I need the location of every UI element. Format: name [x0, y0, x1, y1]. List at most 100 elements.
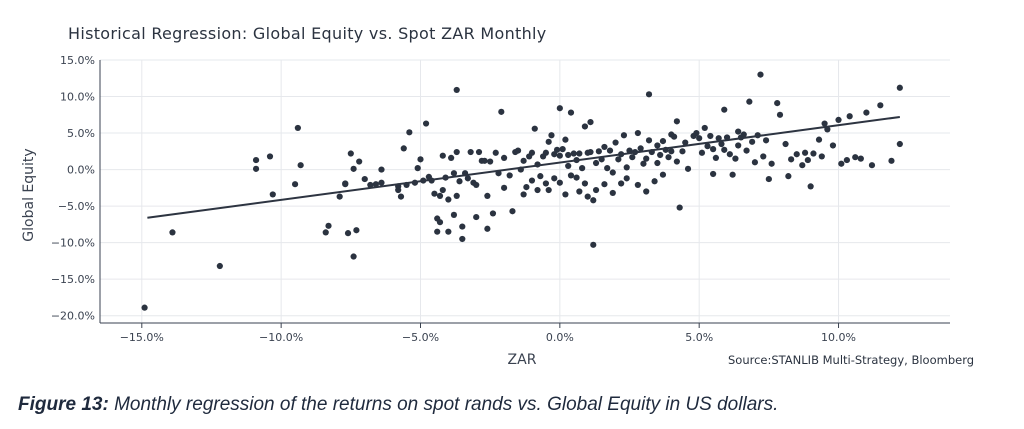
data-point — [576, 188, 583, 195]
data-point — [291, 181, 299, 188]
y-tick-label: 10.0% — [60, 91, 95, 104]
data-point — [336, 193, 343, 200]
data-point — [551, 175, 558, 182]
data-point — [528, 177, 536, 184]
data-point — [852, 154, 859, 161]
data-point — [514, 147, 522, 154]
data-point — [269, 191, 276, 198]
data-point — [712, 154, 720, 161]
data-point — [445, 228, 452, 235]
data-point — [297, 162, 304, 169]
data-point — [350, 165, 357, 172]
data-point — [520, 191, 527, 198]
data-point — [556, 179, 563, 186]
data-point — [735, 142, 742, 149]
data-point — [665, 154, 672, 161]
x-tick-label: 5.0% — [685, 331, 713, 344]
data-point — [673, 158, 680, 165]
data-point — [453, 192, 460, 199]
data-point — [422, 120, 430, 127]
data-point — [484, 225, 491, 232]
data-point — [888, 157, 895, 164]
data-point — [765, 175, 772, 183]
data-point — [868, 162, 876, 169]
data-point — [623, 164, 630, 171]
data-point — [400, 145, 407, 152]
chart-title: Historical Regression: Global Equity vs.… — [68, 24, 547, 43]
data-point — [473, 213, 480, 221]
data-point — [414, 165, 421, 172]
data-point — [439, 152, 446, 159]
data-point — [668, 148, 675, 155]
data-point — [531, 125, 538, 132]
data-point — [498, 108, 505, 115]
data-point — [732, 155, 739, 162]
data-point — [601, 143, 608, 151]
data-point — [453, 148, 460, 156]
y-tick-label: −5.0% — [58, 200, 95, 213]
data-point — [634, 129, 641, 137]
data-point — [565, 151, 572, 159]
data-point — [846, 113, 853, 120]
data-point — [587, 148, 594, 156]
data-point — [637, 145, 644, 152]
data-point — [537, 173, 544, 180]
data-point — [654, 142, 661, 149]
data-point — [606, 147, 614, 154]
axes — [99, 60, 950, 328]
data-point — [615, 156, 622, 163]
data-point — [367, 181, 374, 189]
data-point — [481, 157, 488, 164]
data-point — [835, 116, 842, 124]
data-point — [601, 181, 608, 188]
x-tick-label: −10.0% — [259, 331, 303, 344]
caption-label: Figure 13: — [18, 394, 109, 415]
data-point — [325, 222, 332, 229]
data-point — [556, 152, 563, 159]
data-point — [397, 193, 405, 200]
data-point — [216, 262, 223, 270]
data-points — [141, 71, 903, 311]
x-tick-label: 10.0% — [821, 331, 856, 344]
data-point — [838, 160, 845, 167]
data-point — [509, 208, 516, 215]
data-point — [492, 149, 499, 156]
data-point — [877, 102, 884, 109]
data-point — [679, 148, 686, 155]
data-point — [729, 171, 736, 178]
data-point — [657, 151, 664, 159]
data-point — [553, 146, 561, 153]
data-point — [857, 155, 864, 162]
data-point — [896, 140, 903, 148]
caption-text: Monthly regression of the returns on spo… — [114, 394, 779, 415]
data-point — [799, 162, 806, 169]
data-point — [659, 137, 667, 145]
data-point — [818, 153, 825, 160]
data-point — [436, 192, 444, 199]
data-point — [528, 149, 536, 156]
data-point — [782, 140, 789, 148]
data-point — [807, 183, 814, 190]
y-tick-label: −20.0% — [51, 310, 95, 323]
data-point — [757, 71, 764, 78]
data-point — [581, 123, 589, 130]
data-point — [746, 98, 753, 105]
y-tick-label: 5.0% — [67, 127, 95, 140]
y-tick-label: 0.0% — [67, 164, 95, 177]
data-point — [645, 137, 653, 144]
data-point — [520, 157, 527, 164]
data-point — [584, 193, 591, 200]
grid-lines — [100, 59, 950, 323]
data-point — [342, 181, 349, 188]
data-point — [356, 158, 363, 165]
data-point — [774, 100, 781, 107]
y-tick-label: −15.0% — [51, 273, 95, 286]
data-point — [565, 162, 572, 170]
data-point — [448, 154, 455, 161]
data-point — [372, 181, 380, 188]
data-point — [604, 165, 611, 172]
data-point — [590, 241, 597, 248]
data-point — [266, 153, 274, 160]
x-tick-label: −5.0% — [402, 331, 439, 344]
y-tick-label: 15.0% — [60, 54, 95, 67]
